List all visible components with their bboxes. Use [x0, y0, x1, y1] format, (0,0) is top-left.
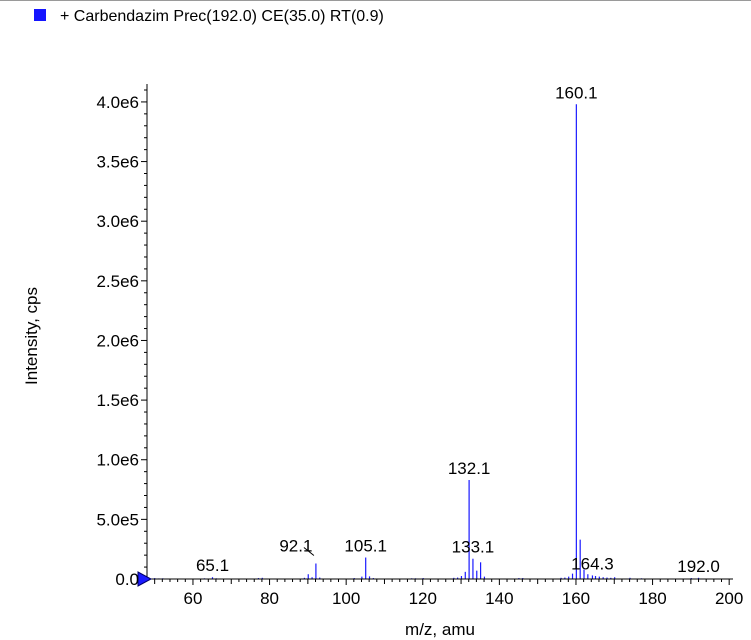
- legend: + Carbendazim Prec(192.0) CE(35.0) RT(0.…: [34, 6, 384, 28]
- x-tick-label: 140: [485, 589, 513, 608]
- top-border: [0, 0, 751, 1]
- peak-label: 160.1: [555, 83, 598, 102]
- y-tick-label: 1.0e6: [96, 451, 139, 470]
- y-tick-label: 2.5e6: [96, 272, 139, 291]
- peak-label: 133.1: [452, 538, 495, 557]
- y-tick-label: 2.0e6: [96, 331, 139, 350]
- peak-label: 164.3: [571, 554, 614, 573]
- x-tick-label: 180: [638, 589, 666, 608]
- y-tick-label: 5.0e5: [96, 510, 139, 529]
- peak-label: 105.1: [344, 537, 387, 556]
- y-tick-label: 3.5e6: [96, 153, 139, 172]
- baseline-marker-icon: [137, 571, 153, 587]
- peak-label: 65.1: [196, 556, 229, 575]
- x-tick-label: 200: [715, 589, 743, 608]
- y-tick-label: 1.5e6: [96, 391, 139, 410]
- x-tick-label: 100: [332, 589, 360, 608]
- y-axis-title: Intensity, cps: [22, 287, 41, 385]
- y-tick-label: 3.0e6: [96, 212, 139, 231]
- legend-label: + Carbendazim Prec(192.0) CE(35.0) RT(0.…: [60, 8, 384, 25]
- peak-label: 132.1: [448, 459, 491, 478]
- annotation-leader-line: [303, 547, 315, 556]
- peak-label: 92.1: [279, 536, 312, 555]
- legend-swatch: [34, 9, 46, 21]
- x-tick-label: 120: [409, 589, 437, 608]
- x-tick-label: 80: [260, 589, 279, 608]
- x-tick-label: 160: [562, 589, 590, 608]
- x-axis-title: m/z, amu: [405, 620, 475, 639]
- y-tick-label: 4.0e6: [96, 93, 139, 112]
- y-tick-label: 0.0: [115, 570, 139, 589]
- peak-label: 192.0: [677, 557, 720, 576]
- x-tick-label: 60: [183, 589, 202, 608]
